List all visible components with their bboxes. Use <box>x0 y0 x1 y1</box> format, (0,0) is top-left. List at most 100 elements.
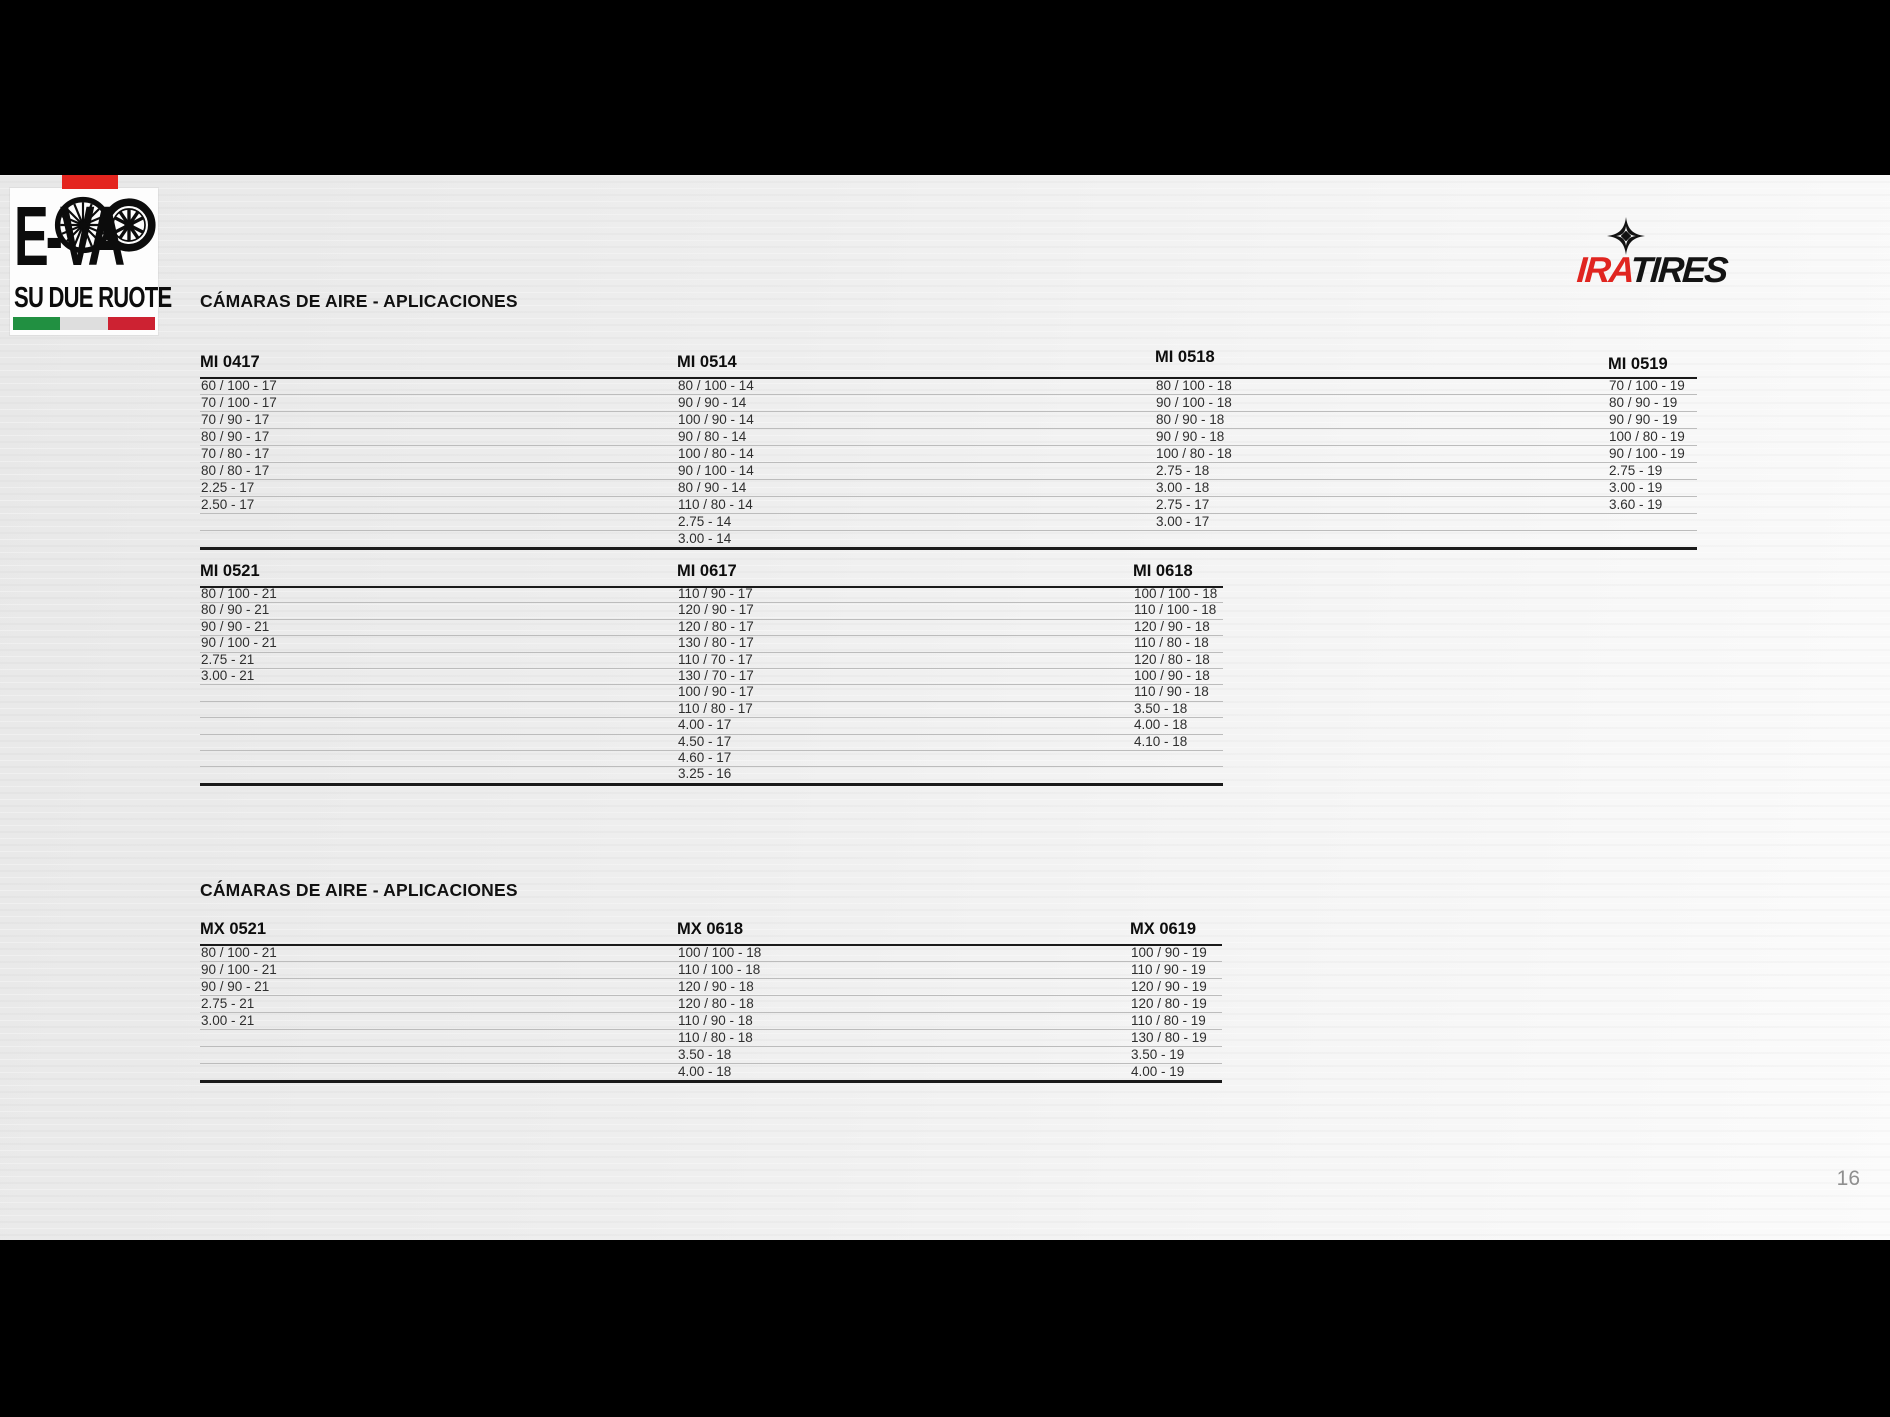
size-cell: 130 / 70 - 17 <box>678 667 754 683</box>
size-cell: 3.50 - 19 <box>1131 1047 1185 1062</box>
size-cell: 3.00 - 14 <box>678 531 732 546</box>
size-cell: 3.00 - 19 <box>1609 480 1663 495</box>
table-header-rule <box>200 586 1223 588</box>
bottom-letterbox-bar <box>0 1240 1890 1417</box>
size-cell: 100 / 90 - 19 <box>1131 945 1207 960</box>
size-cell: 90 / 90 - 21 <box>201 618 270 634</box>
size-cell: 120 / 80 - 18 <box>678 996 754 1011</box>
size-cell: 120 / 90 - 17 <box>678 602 754 618</box>
size-cell: 110 / 100 - 18 <box>678 962 761 977</box>
size-cell: 100 / 100 - 18 <box>1134 586 1218 601</box>
size-cell: 80 / 90 - 21 <box>201 602 270 618</box>
size-cell: 3.60 - 19 <box>1609 497 1663 512</box>
size-cell: 80 / 90 - 18 <box>1156 412 1225 427</box>
table-column-header: MI 0519 <box>1608 355 1668 373</box>
size-cell: 100 / 80 - 19 <box>1609 429 1685 444</box>
size-cell: 130 / 80 - 17 <box>678 635 754 651</box>
red-tab <box>62 175 118 189</box>
size-cell: 100 / 80 - 14 <box>678 446 754 461</box>
size-cell: 100 / 90 - 14 <box>678 412 754 427</box>
size-cell: 80 / 100 - 21 <box>201 586 277 601</box>
size-cell: 80 / 80 - 17 <box>201 463 270 478</box>
table-column: MX 0619 100 / 90 - 19 110 / 90 - 19 120 / 9… <box>1130 920 1207 1080</box>
ira-text: IRA <box>1575 249 1632 290</box>
table-column: MI 0514 80 / 100 - 14 90 / 90 - 14 100 / 90… <box>677 353 754 547</box>
iratires-wordmark: IRATIRES <box>1576 249 1728 291</box>
size-cell: 2.75 - 17 <box>1156 497 1210 512</box>
row-separator <box>200 496 1697 497</box>
table-column: MI 0518 80 / 100 - 18 90 / 100 - 18 80 / 90… <box>1155 348 1232 530</box>
table-column: MI 0519 70 / 100 - 19 80 / 90 - 19 90 / 90 … <box>1608 355 1685 513</box>
row-separator <box>200 651 1223 653</box>
row-separator <box>200 445 1697 446</box>
row-separator <box>200 530 1697 531</box>
size-cell: 110 / 80 - 19 <box>1131 1013 1206 1028</box>
size-cell: 110 / 80 - 17 <box>678 700 753 716</box>
row-separator <box>200 700 1223 702</box>
size-cell: 80 / 90 - 17 <box>201 429 270 444</box>
row-separator <box>200 961 1222 962</box>
size-cell: 4.50 - 17 <box>678 733 732 749</box>
row-separator <box>200 479 1697 480</box>
row-separator <box>200 635 1223 637</box>
size-cell: 70 / 90 - 17 <box>201 412 270 427</box>
size-cell: 80 / 90 - 19 <box>1609 395 1678 410</box>
size-cell: 90 / 90 - 14 <box>678 395 747 410</box>
size-cell: 3.00 - 17 <box>1156 514 1210 529</box>
row-separator <box>200 513 1697 514</box>
size-cell: 3.50 - 18 <box>1134 700 1188 716</box>
size-cell: 110 / 90 - 19 <box>1131 962 1206 977</box>
table-column-header: MI 0518 <box>1155 348 1215 366</box>
table-header-rule <box>200 377 1697 379</box>
size-cell: 100 / 80 - 18 <box>1156 446 1232 461</box>
row-separator <box>200 1029 1222 1030</box>
size-cell: 2.25 - 17 <box>201 480 255 495</box>
tire-wheel-icon <box>102 198 156 252</box>
size-cell: 90 / 80 - 14 <box>678 429 747 444</box>
row-separator <box>200 411 1697 412</box>
size-cell: 100 / 90 - 18 <box>1134 667 1210 683</box>
table-bottom-rule <box>200 1080 1222 1083</box>
size-cell: 120 / 90 - 18 <box>1134 618 1210 634</box>
flag-green-stripe <box>13 317 61 330</box>
size-cell: 70 / 100 - 17 <box>201 395 277 410</box>
size-cell: 4.00 - 19 <box>1131 1064 1185 1079</box>
table-column-header: MI 0514 <box>677 353 737 371</box>
size-cell: 110 / 90 - 18 <box>1134 684 1209 700</box>
size-cell: 4.00 - 18 <box>1134 717 1188 733</box>
size-cell: 90 / 100 - 19 <box>1609 446 1685 461</box>
size-cell: 4.00 - 18 <box>678 1064 732 1079</box>
row-separator <box>200 394 1697 395</box>
size-cell: 120 / 80 - 19 <box>1131 996 1207 1011</box>
table-header-rule <box>200 944 1222 946</box>
size-cell: 4.00 - 17 <box>678 717 732 733</box>
star-ornament-icon <box>1607 217 1645 255</box>
size-cell: 100 / 100 - 18 <box>678 945 762 960</box>
table-column-header: MX 0619 <box>1130 920 1197 938</box>
row-separator <box>200 978 1222 979</box>
size-cell: 3.00 - 18 <box>1156 480 1210 495</box>
size-cell: 120 / 90 - 18 <box>678 979 754 994</box>
size-cell: 3.50 - 18 <box>678 1047 732 1062</box>
size-cell: 120 / 80 - 17 <box>678 618 754 634</box>
row-separator <box>200 602 1223 604</box>
evacc-logo: E-VA <box>10 175 172 335</box>
table-bottom-rule <box>200 782 1223 786</box>
size-cell: 110 / 90 - 17 <box>678 586 753 601</box>
size-cell: 120 / 80 - 18 <box>1134 651 1210 667</box>
size-cell: 110 / 80 - 18 <box>1134 635 1209 651</box>
italian-flag-icon <box>13 317 155 330</box>
table-column-header: MX 0618 <box>677 920 744 938</box>
row-separator <box>200 766 1223 768</box>
size-cell: 2.75 - 21 <box>201 651 255 667</box>
table-column-header: MX 0521 <box>200 920 267 938</box>
size-cell: 3.00 - 21 <box>201 1013 255 1028</box>
tires-text: TIRES <box>1628 249 1728 290</box>
size-cell: 90 / 100 - 14 <box>678 463 754 478</box>
flag-red-stripe <box>107 317 155 330</box>
table-column: MI 0617 110 / 90 - 17 120 / 90 - 17 120 / 8… <box>677 562 754 783</box>
table-column-header: MI 0521 <box>200 562 260 580</box>
row-separator <box>200 750 1223 751</box>
row-separator <box>200 1012 1222 1013</box>
size-cell: 2.75 - 19 <box>1609 463 1663 478</box>
